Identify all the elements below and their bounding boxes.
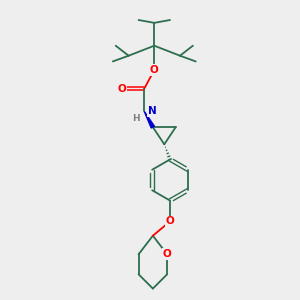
Text: N: N [148,106,157,116]
Text: O: O [166,216,174,226]
Text: H: H [133,114,140,123]
Polygon shape [144,111,154,128]
Text: O: O [150,65,159,75]
Text: O: O [117,84,126,94]
Text: O: O [163,249,172,259]
